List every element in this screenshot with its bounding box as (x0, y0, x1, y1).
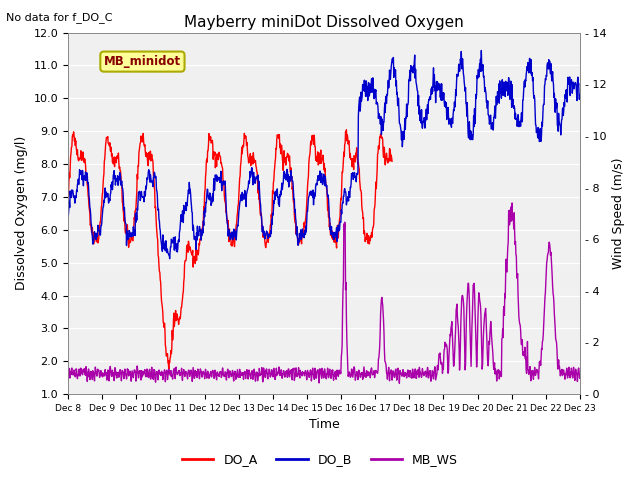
Title: Mayberry miniDot Dissolved Oxygen: Mayberry miniDot Dissolved Oxygen (184, 15, 464, 30)
Y-axis label: Dissolved Oxygen (mg/l): Dissolved Oxygen (mg/l) (15, 136, 28, 290)
X-axis label: Time: Time (308, 419, 339, 432)
Text: No data for f_DO_C: No data for f_DO_C (6, 12, 113, 23)
Y-axis label: Wind Speed (m/s): Wind Speed (m/s) (612, 157, 625, 269)
Legend: DO_A, DO_B, MB_WS: DO_A, DO_B, MB_WS (177, 448, 463, 471)
Text: MB_minidot: MB_minidot (104, 55, 181, 68)
